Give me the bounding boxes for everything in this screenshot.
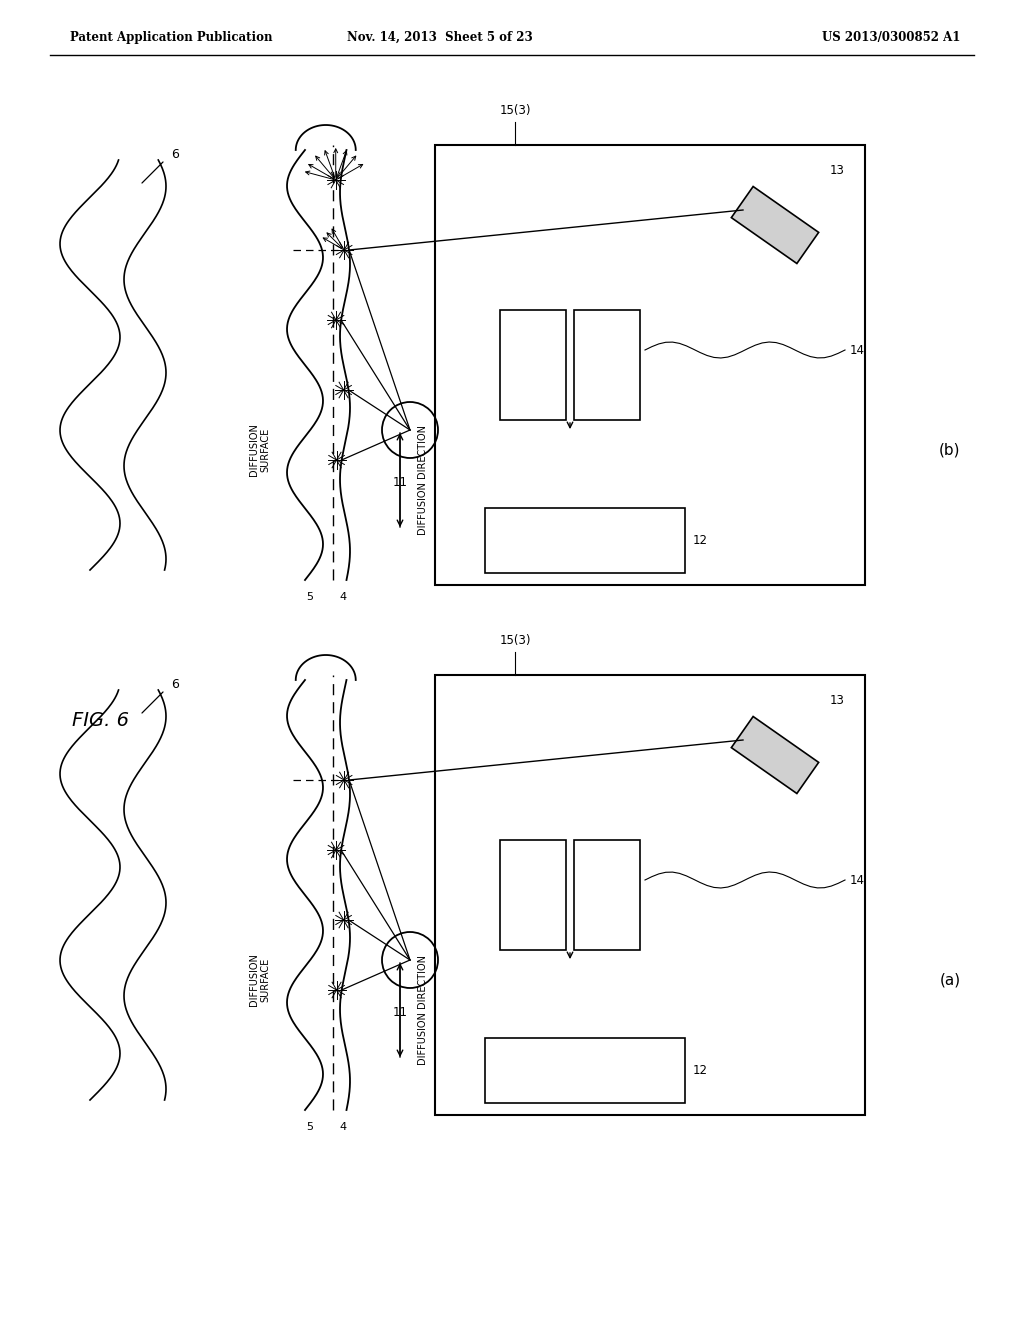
- Text: 12: 12: [693, 1064, 708, 1077]
- Text: 4: 4: [339, 1122, 346, 1133]
- Bar: [500, 310, 566, 420]
- Text: (b): (b): [939, 442, 961, 458]
- Text: 15(3): 15(3): [500, 634, 530, 647]
- Text: DIFFUSION
SURFACE: DIFFUSION SURFACE: [249, 953, 270, 1006]
- Text: 15(3): 15(3): [500, 104, 530, 117]
- Bar: [574, 840, 640, 950]
- Text: FIG. 6: FIG. 6: [72, 710, 128, 730]
- Text: DIFFUSION DIRECTION: DIFFUSION DIRECTION: [418, 954, 428, 1065]
- Text: 13: 13: [830, 693, 845, 706]
- Bar: [485, 1038, 685, 1104]
- Bar: [435, 675, 865, 1115]
- Bar: [435, 145, 865, 585]
- Text: 14: 14: [850, 874, 865, 887]
- Text: 12: 12: [693, 535, 708, 546]
- Polygon shape: [731, 717, 818, 793]
- Bar: [500, 840, 566, 950]
- Text: 11: 11: [392, 1006, 408, 1019]
- Polygon shape: [731, 186, 818, 264]
- Text: 11: 11: [392, 477, 408, 488]
- Text: 5: 5: [306, 1122, 313, 1133]
- Bar: [485, 508, 685, 573]
- Text: DIFFUSION DIRECTION: DIFFUSION DIRECTION: [418, 425, 428, 535]
- Text: 6: 6: [171, 678, 179, 692]
- Bar: [574, 310, 640, 420]
- Text: 6: 6: [171, 149, 179, 161]
- Text: 13: 13: [830, 164, 845, 177]
- Text: 4: 4: [339, 591, 346, 602]
- Text: Nov. 14, 2013  Sheet 5 of 23: Nov. 14, 2013 Sheet 5 of 23: [347, 30, 532, 44]
- Text: 5: 5: [306, 591, 313, 602]
- Text: US 2013/0300852 A1: US 2013/0300852 A1: [821, 30, 961, 44]
- Text: Patent Application Publication: Patent Application Publication: [70, 30, 272, 44]
- Text: (a): (a): [939, 973, 961, 987]
- Text: DIFFUSION
SURFACE: DIFFUSION SURFACE: [249, 424, 270, 477]
- Text: 14: 14: [850, 343, 865, 356]
